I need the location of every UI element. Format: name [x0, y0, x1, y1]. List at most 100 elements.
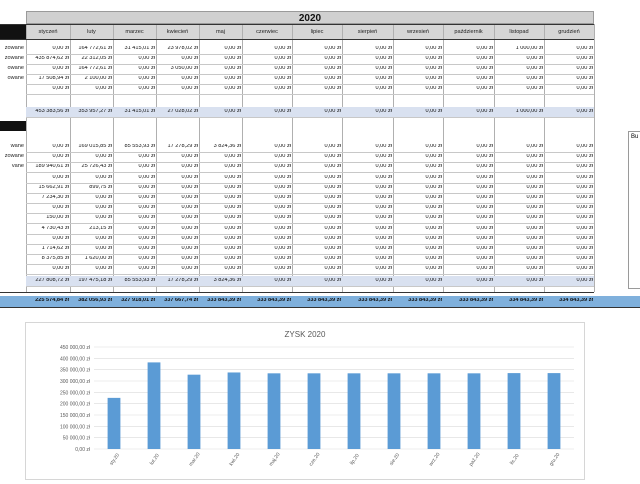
data-cell[interactable]: 0,00 zł [476, 215, 493, 221]
data-cell[interactable]: 0,00 zł [425, 174, 442, 180]
data-cell[interactable]: 0,00 zł [526, 184, 543, 190]
total-cell[interactable]: 227 808,72 zł [35, 278, 69, 283]
data-cell[interactable]: 0,00 zł [274, 76, 291, 81]
data-cell[interactable]: 0,00 zł [181, 266, 198, 272]
data-cell[interactable]: 23 978,02 zł [167, 46, 198, 51]
data-cell[interactable]: 0,00 zł [181, 154, 198, 160]
row-label[interactable] [0, 86, 26, 93]
data-cell[interactable]: 0,00 zł [576, 154, 593, 160]
data-cell[interactable]: 0,00 zł [324, 184, 341, 190]
row-label[interactable] [0, 215, 26, 222]
side-panel-box[interactable]: Bu [628, 131, 640, 289]
data-cell[interactable]: 0,00 zł [324, 46, 341, 51]
data-cell[interactable]: 0,00 zł [425, 76, 442, 81]
month-header[interactable]: marzec [125, 29, 144, 35]
data-cell[interactable]: 0,00 zł [181, 235, 198, 241]
data-cell[interactable]: 0,00 zł [476, 235, 493, 241]
data-cell[interactable]: 1 620,00 zł [84, 256, 112, 262]
data-cell[interactable]: 0,00 zł [526, 205, 543, 211]
data-cell[interactable]: 213,15 zł [89, 225, 112, 231]
data-cell[interactable]: 0,00 zł [95, 174, 112, 180]
data-cell[interactable]: 0,00 zł [274, 256, 291, 262]
data-cell[interactable]: 0,00 zł [476, 266, 493, 272]
data-cell[interactable]: 0,00 zł [425, 225, 442, 231]
data-cell[interactable]: 0,00 zł [476, 246, 493, 251]
data-cell[interactable]: 0,00 zł [138, 76, 155, 81]
data-cell[interactable]: 0,00 zł [375, 46, 392, 51]
data-cell[interactable]: 0,00 zł [425, 66, 442, 71]
year-header[interactable]: 2020 [26, 11, 594, 24]
total-cell[interactable]: 0,00 zł [576, 109, 593, 114]
data-cell[interactable]: 0,00 zł [526, 56, 543, 61]
data-cell[interactable]: 0,00 zł [375, 246, 392, 251]
data-cell[interactable]: 0,00 zł [324, 164, 341, 170]
total-cell[interactable]: 0,00 zł [576, 278, 593, 283]
data-cell[interactable]: 0,00 zł [576, 76, 593, 81]
data-cell[interactable]: 0,00 zł [224, 184, 241, 190]
month-header[interactable]: maj [215, 29, 225, 35]
total-cell[interactable]: 0,00 zł [375, 278, 392, 283]
data-cell[interactable]: 0,00 zł [138, 266, 155, 272]
data-cell[interactable]: 0,00 zł [425, 246, 442, 251]
data-cell[interactable]: 0,00 zł [138, 205, 155, 211]
data-cell[interactable]: 0,00 zł [274, 86, 291, 91]
data-cell[interactable]: 0,00 zł [324, 215, 341, 221]
data-cell[interactable]: 0,00 zł [274, 154, 291, 160]
data-cell[interactable]: 0,00 zł [375, 225, 392, 231]
data-cell[interactable]: 22 312,05 zł [81, 56, 112, 61]
data-cell[interactable]: 0,00 zł [576, 256, 593, 262]
profit-cell[interactable]: 334 843,39 zł [509, 298, 543, 303]
data-cell[interactable]: 0,00 zł [476, 256, 493, 262]
data-cell[interactable]: 0,00 zł [181, 205, 198, 211]
data-cell[interactable]: 0,00 zł [95, 266, 112, 272]
data-cell[interactable]: 0,00 zł [52, 235, 69, 241]
data-cell[interactable]: 0,00 zł [181, 195, 198, 200]
data-cell[interactable]: 164 772,61 zł [78, 66, 112, 71]
data-cell[interactable]: 0,00 zł [138, 256, 155, 262]
data-cell[interactable]: 0,00 zł [375, 205, 392, 211]
data-cell[interactable]: 0,00 zł [274, 266, 291, 272]
data-cell[interactable]: 0,00 zł [224, 56, 241, 61]
data-cell[interactable]: 0,00 zł [576, 174, 593, 180]
data-cell[interactable]: 0,00 zł [375, 144, 392, 149]
data-cell[interactable]: 0,00 zł [138, 66, 155, 71]
total-cell[interactable]: 0,00 zł [224, 109, 241, 114]
data-cell[interactable]: 0,00 zł [576, 56, 593, 61]
row-label[interactable] [0, 266, 26, 273]
row-label[interactable] [0, 175, 26, 182]
data-cell[interactable]: 0,00 zł [274, 246, 291, 251]
total-cell[interactable]: 0,00 zł [274, 278, 291, 283]
month-header[interactable]: grudzień [558, 29, 580, 35]
data-cell[interactable]: 0,00 zł [375, 256, 392, 262]
data-cell[interactable]: 0,00 zł [274, 195, 291, 200]
data-cell[interactable]: 0,00 zł [181, 215, 198, 221]
total-cell[interactable]: 0,00 zł [324, 109, 341, 114]
data-cell[interactable]: 0,00 zł [224, 215, 241, 221]
data-cell[interactable]: 435 874,62 zł [35, 56, 69, 61]
data-cell[interactable]: 0,00 zł [274, 225, 291, 231]
data-cell[interactable]: 0,00 zł [526, 164, 543, 170]
data-cell[interactable]: 0,00 zł [274, 66, 291, 71]
row-label[interactable]: zowane [4, 56, 24, 61]
data-cell[interactable]: 0,00 zł [274, 184, 291, 190]
data-cell[interactable]: 0,00 zł [526, 225, 543, 231]
data-cell[interactable]: 0,00 zł [576, 195, 593, 200]
row-label[interactable] [0, 226, 26, 233]
total-cell[interactable]: 0,00 zł [526, 278, 543, 283]
data-cell[interactable]: 0,00 zł [425, 164, 442, 170]
data-cell[interactable]: 0,00 zł [52, 46, 69, 51]
profit-cell[interactable]: 333 843,39 zł [408, 298, 442, 303]
month-header[interactable]: wrzesień [406, 29, 430, 35]
data-cell[interactable]: 0,00 zł [576, 66, 593, 71]
data-cell[interactable]: 0,00 zł [224, 46, 241, 51]
data-cell[interactable]: 899,75 zł [89, 184, 112, 190]
data-cell[interactable]: 0,00 zł [324, 266, 341, 272]
data-cell[interactable]: 0,00 zł [375, 154, 392, 160]
data-cell[interactable]: 0,00 zł [181, 256, 198, 262]
data-cell[interactable]: 0,00 zł [52, 154, 69, 160]
data-cell[interactable]: 0,00 zł [526, 144, 543, 149]
data-cell[interactable]: 0,00 zł [425, 56, 442, 61]
data-cell[interactable]: 0,00 zł [181, 56, 198, 61]
data-cell[interactable]: 2 100,00 zł [84, 76, 112, 81]
